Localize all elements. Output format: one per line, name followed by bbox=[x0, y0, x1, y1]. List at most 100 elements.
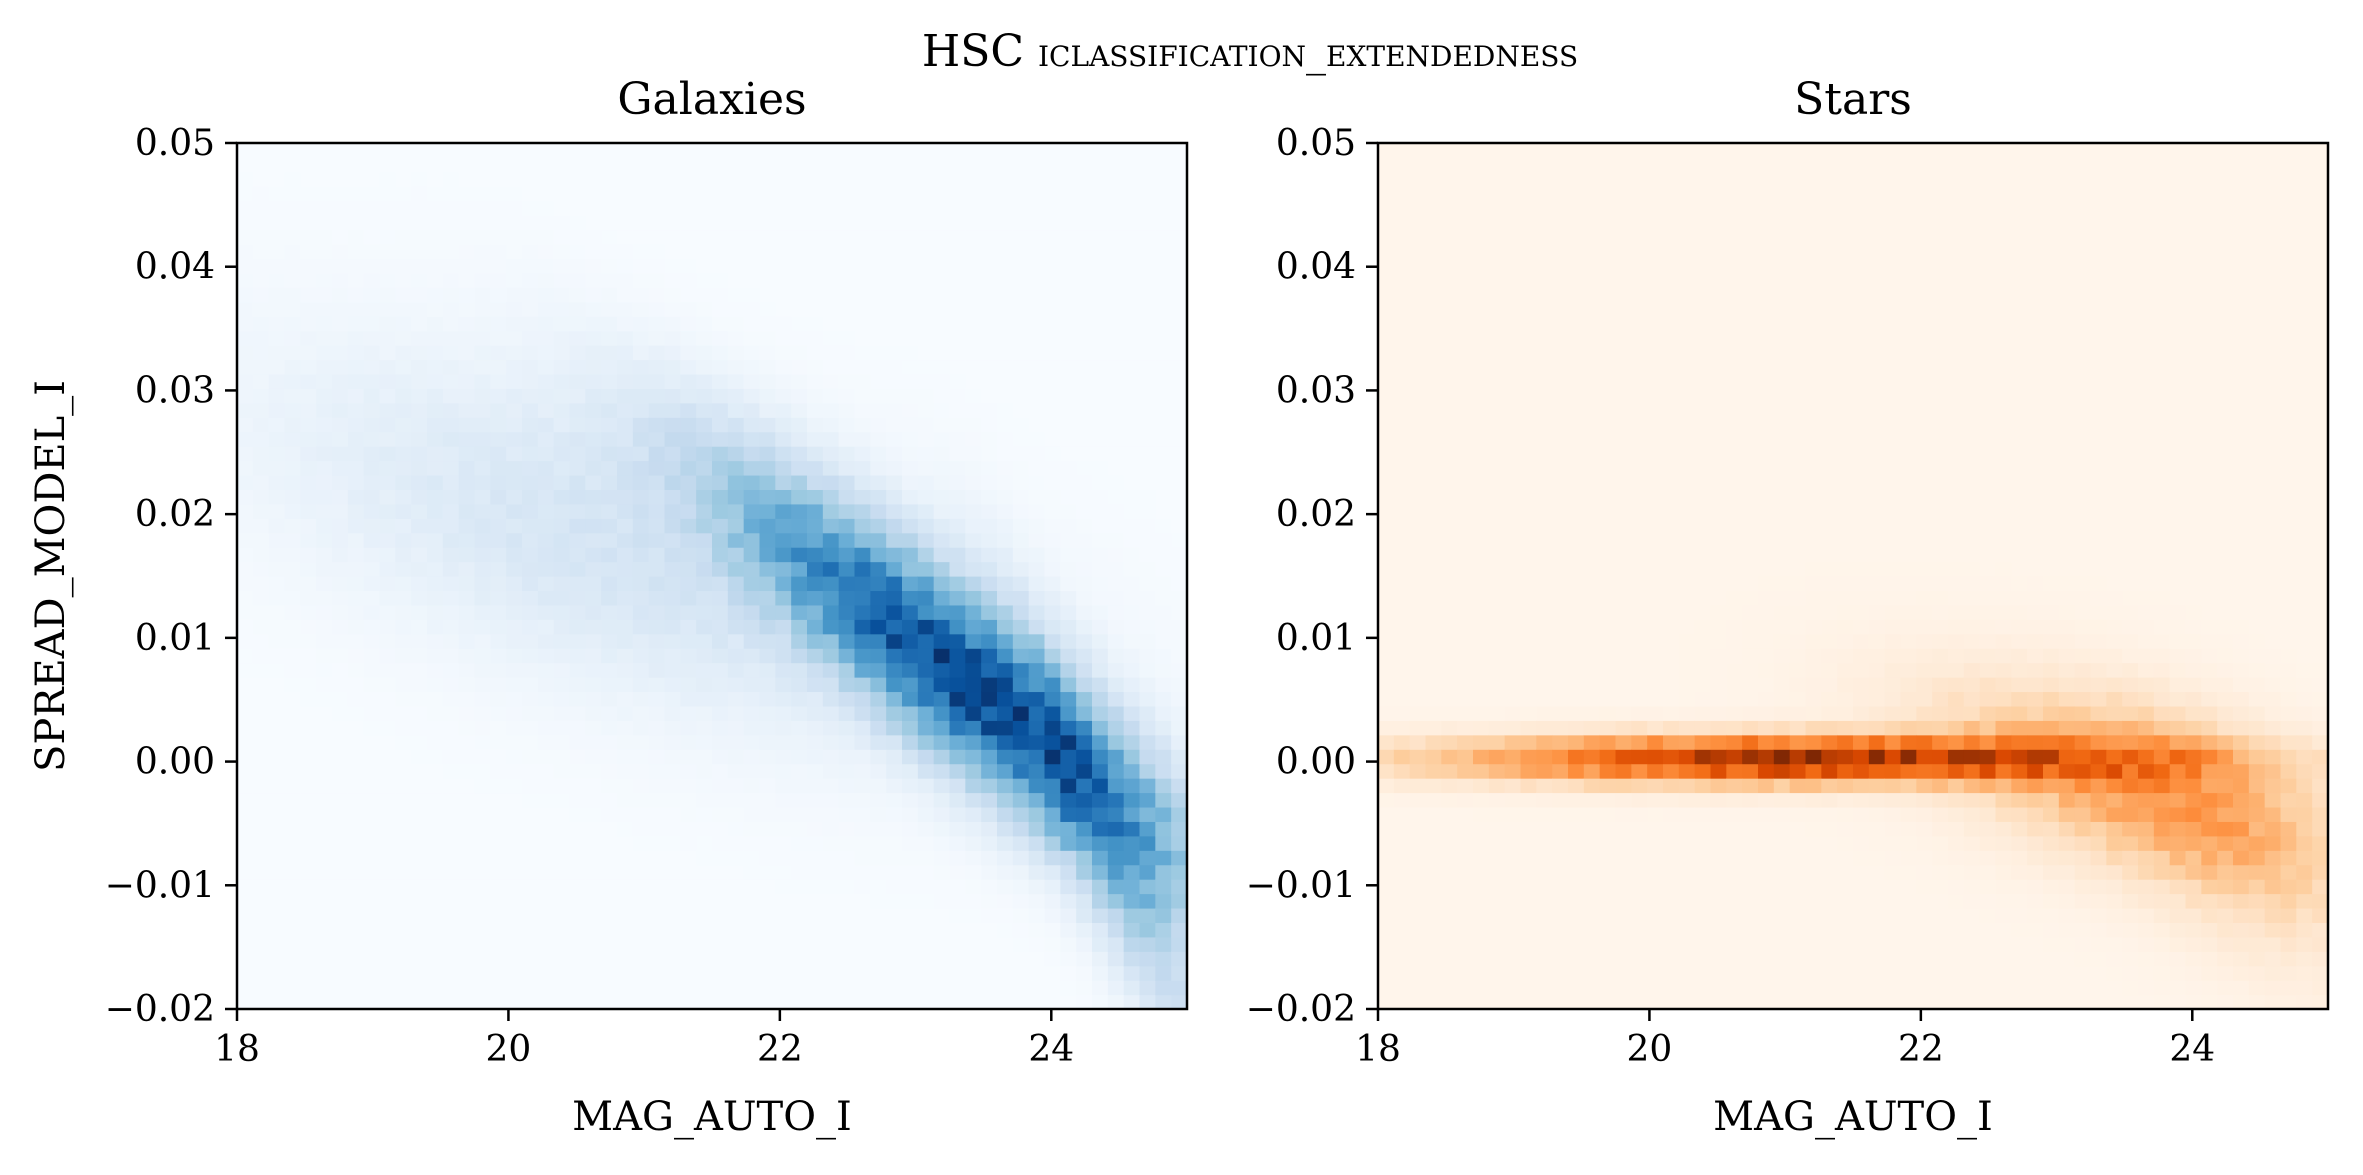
heatmap-cell bbox=[1520, 850, 1537, 866]
heatmap-cell bbox=[332, 951, 349, 967]
heatmap-cell bbox=[632, 893, 650, 909]
heatmap-cell bbox=[379, 402, 396, 418]
heatmap-cell bbox=[1060, 576, 1077, 592]
heatmap-cell bbox=[1393, 518, 1411, 534]
heatmap-cell bbox=[712, 157, 729, 173]
heatmap-cell bbox=[1171, 272, 1188, 288]
heatmap-cell bbox=[1028, 402, 1046, 418]
heatmap-cell bbox=[1647, 532, 1664, 548]
heatmap-cell bbox=[997, 171, 1014, 187]
heatmap-cell bbox=[601, 561, 618, 577]
heatmap-cell bbox=[727, 316, 745, 332]
heatmap-cell bbox=[284, 835, 301, 851]
heatmap-cell bbox=[727, 965, 745, 981]
heatmap-cell bbox=[1107, 518, 1125, 534]
heatmap-cell bbox=[300, 460, 317, 476]
heatmap-cell bbox=[237, 460, 254, 476]
heatmap-cell bbox=[1155, 749, 1172, 765]
heatmap-cell bbox=[442, 705, 460, 721]
heatmap-cell bbox=[1520, 359, 1537, 375]
heatmap-cell bbox=[1044, 460, 1061, 476]
heatmap-cell bbox=[379, 691, 396, 707]
heatmap-cell bbox=[1155, 907, 1172, 923]
heatmap-cell bbox=[949, 864, 966, 880]
heatmap-cell bbox=[1615, 446, 1632, 462]
heatmap-cell bbox=[537, 576, 555, 592]
heatmap-cell bbox=[807, 474, 824, 490]
heatmap-cell bbox=[727, 330, 745, 346]
heatmap-cell bbox=[268, 446, 286, 462]
heatmap-cell bbox=[617, 417, 634, 433]
heatmap-cell bbox=[1599, 532, 1617, 548]
heatmap-cell bbox=[316, 879, 333, 895]
heatmap-cell bbox=[1171, 604, 1188, 620]
heatmap-cell bbox=[1488, 677, 1506, 693]
heatmap-cell bbox=[442, 402, 460, 418]
heatmap-cell bbox=[1647, 489, 1664, 505]
heatmap-cell bbox=[632, 388, 650, 404]
heatmap-cell bbox=[347, 547, 365, 563]
heatmap-cell bbox=[316, 431, 333, 447]
heatmap-cell bbox=[537, 359, 555, 375]
heatmap-cell bbox=[1504, 301, 1522, 317]
heatmap-cell bbox=[870, 417, 887, 433]
heatmap-cell bbox=[712, 503, 729, 519]
heatmap-cell bbox=[1441, 922, 1458, 938]
heatmap-cell bbox=[775, 604, 792, 620]
heatmap-cell bbox=[316, 287, 333, 303]
heatmap-cell bbox=[332, 186, 349, 202]
heatmap-cell bbox=[1663, 157, 1680, 173]
heatmap-cell bbox=[664, 301, 681, 317]
heatmap-cell bbox=[1631, 821, 1648, 837]
heatmap-cell bbox=[696, 287, 713, 303]
heatmap-cell bbox=[1060, 229, 1077, 245]
heatmap-cell bbox=[917, 518, 935, 534]
heatmap-cell bbox=[696, 749, 713, 765]
heatmap-cell bbox=[537, 662, 555, 678]
heatmap-cell bbox=[1488, 951, 1506, 967]
heatmap-cell bbox=[474, 936, 491, 952]
heatmap-cell bbox=[886, 474, 903, 490]
heatmap-cell bbox=[886, 503, 903, 519]
heatmap-cell bbox=[949, 763, 966, 779]
heatmap-cell bbox=[1425, 879, 1442, 895]
heatmap-cell bbox=[252, 186, 270, 202]
heatmap-cell bbox=[1092, 792, 1109, 808]
heatmap-cell bbox=[696, 258, 713, 274]
heatmap-cell bbox=[1488, 850, 1506, 866]
heatmap-cell bbox=[1536, 301, 1553, 317]
heatmap-cell bbox=[553, 373, 571, 389]
heatmap-cell bbox=[1568, 850, 1585, 866]
heatmap-cell bbox=[917, 186, 935, 202]
heatmap-cell bbox=[506, 980, 523, 996]
heatmap-cell bbox=[585, 951, 602, 967]
heatmap-cell bbox=[1615, 705, 1632, 721]
heatmap-cell bbox=[743, 330, 761, 346]
heatmap-cell bbox=[553, 951, 571, 967]
heatmap-cell bbox=[1076, 619, 1093, 635]
heatmap-cell bbox=[268, 272, 286, 288]
heatmap-cell bbox=[427, 373, 444, 389]
heatmap-cell bbox=[268, 186, 286, 202]
heatmap-cell bbox=[1694, 965, 1712, 981]
heatmap-cell bbox=[363, 705, 381, 721]
heatmap-cell bbox=[1663, 359, 1680, 375]
heatmap-cell bbox=[965, 677, 982, 693]
heatmap-cell bbox=[1060, 648, 1077, 664]
heatmap-cell bbox=[807, 907, 824, 923]
heatmap-cell bbox=[1139, 316, 1156, 332]
heatmap-cell bbox=[775, 431, 792, 447]
heatmap-cell bbox=[411, 763, 428, 779]
heatmap-cell bbox=[1694, 171, 1712, 187]
heatmap-cell bbox=[1473, 604, 1490, 620]
heatmap-cell bbox=[1694, 734, 1712, 750]
heatmap-cell bbox=[949, 547, 966, 563]
heatmap-cell bbox=[569, 402, 586, 418]
heatmap-cell bbox=[1155, 272, 1172, 288]
heatmap-cell bbox=[807, 301, 824, 317]
heatmap-cell bbox=[680, 258, 697, 274]
heatmap-cell bbox=[617, 936, 634, 952]
heatmap-cell bbox=[395, 734, 412, 750]
heatmap-cell bbox=[1536, 648, 1553, 664]
